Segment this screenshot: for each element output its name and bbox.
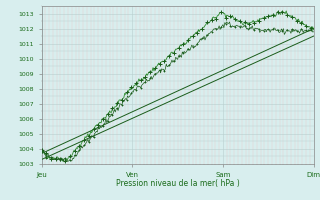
X-axis label: Pression niveau de la mer( hPa ): Pression niveau de la mer( hPa ) xyxy=(116,179,239,188)
